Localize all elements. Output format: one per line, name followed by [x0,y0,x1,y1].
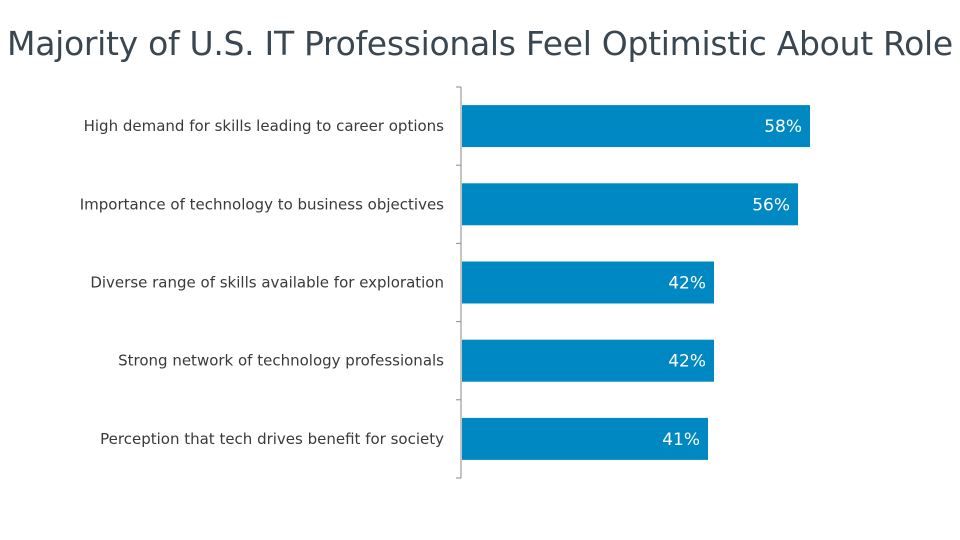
category-label: High demand for skills leading to career… [84,117,445,135]
category-label: Diverse range of skills available for ex… [90,274,444,292]
category-label: Importance of technology to business obj… [80,195,444,213]
category-label: Strong network of technology professiona… [118,352,444,370]
bar [462,417,708,460]
labels-layer: 58% High demand for skills leading to car… [80,117,802,450]
bar-value-label: 58% [764,117,802,137]
bar [462,339,714,382]
bar-value-label: 41% [662,430,700,450]
bars-layer [462,105,810,460]
bar [462,105,810,148]
category-label: Perception that tech drives benefit for … [100,430,444,448]
axis-layer [456,86,462,479]
chart-title: Majority of U.S. IT Professionals Feel O… [7,24,953,63]
bar [462,261,714,304]
bar-value-label: 56% [752,195,790,215]
bar-value-label: 42% [668,352,706,372]
bar-value-label: 42% [668,274,706,294]
bar [462,183,798,226]
